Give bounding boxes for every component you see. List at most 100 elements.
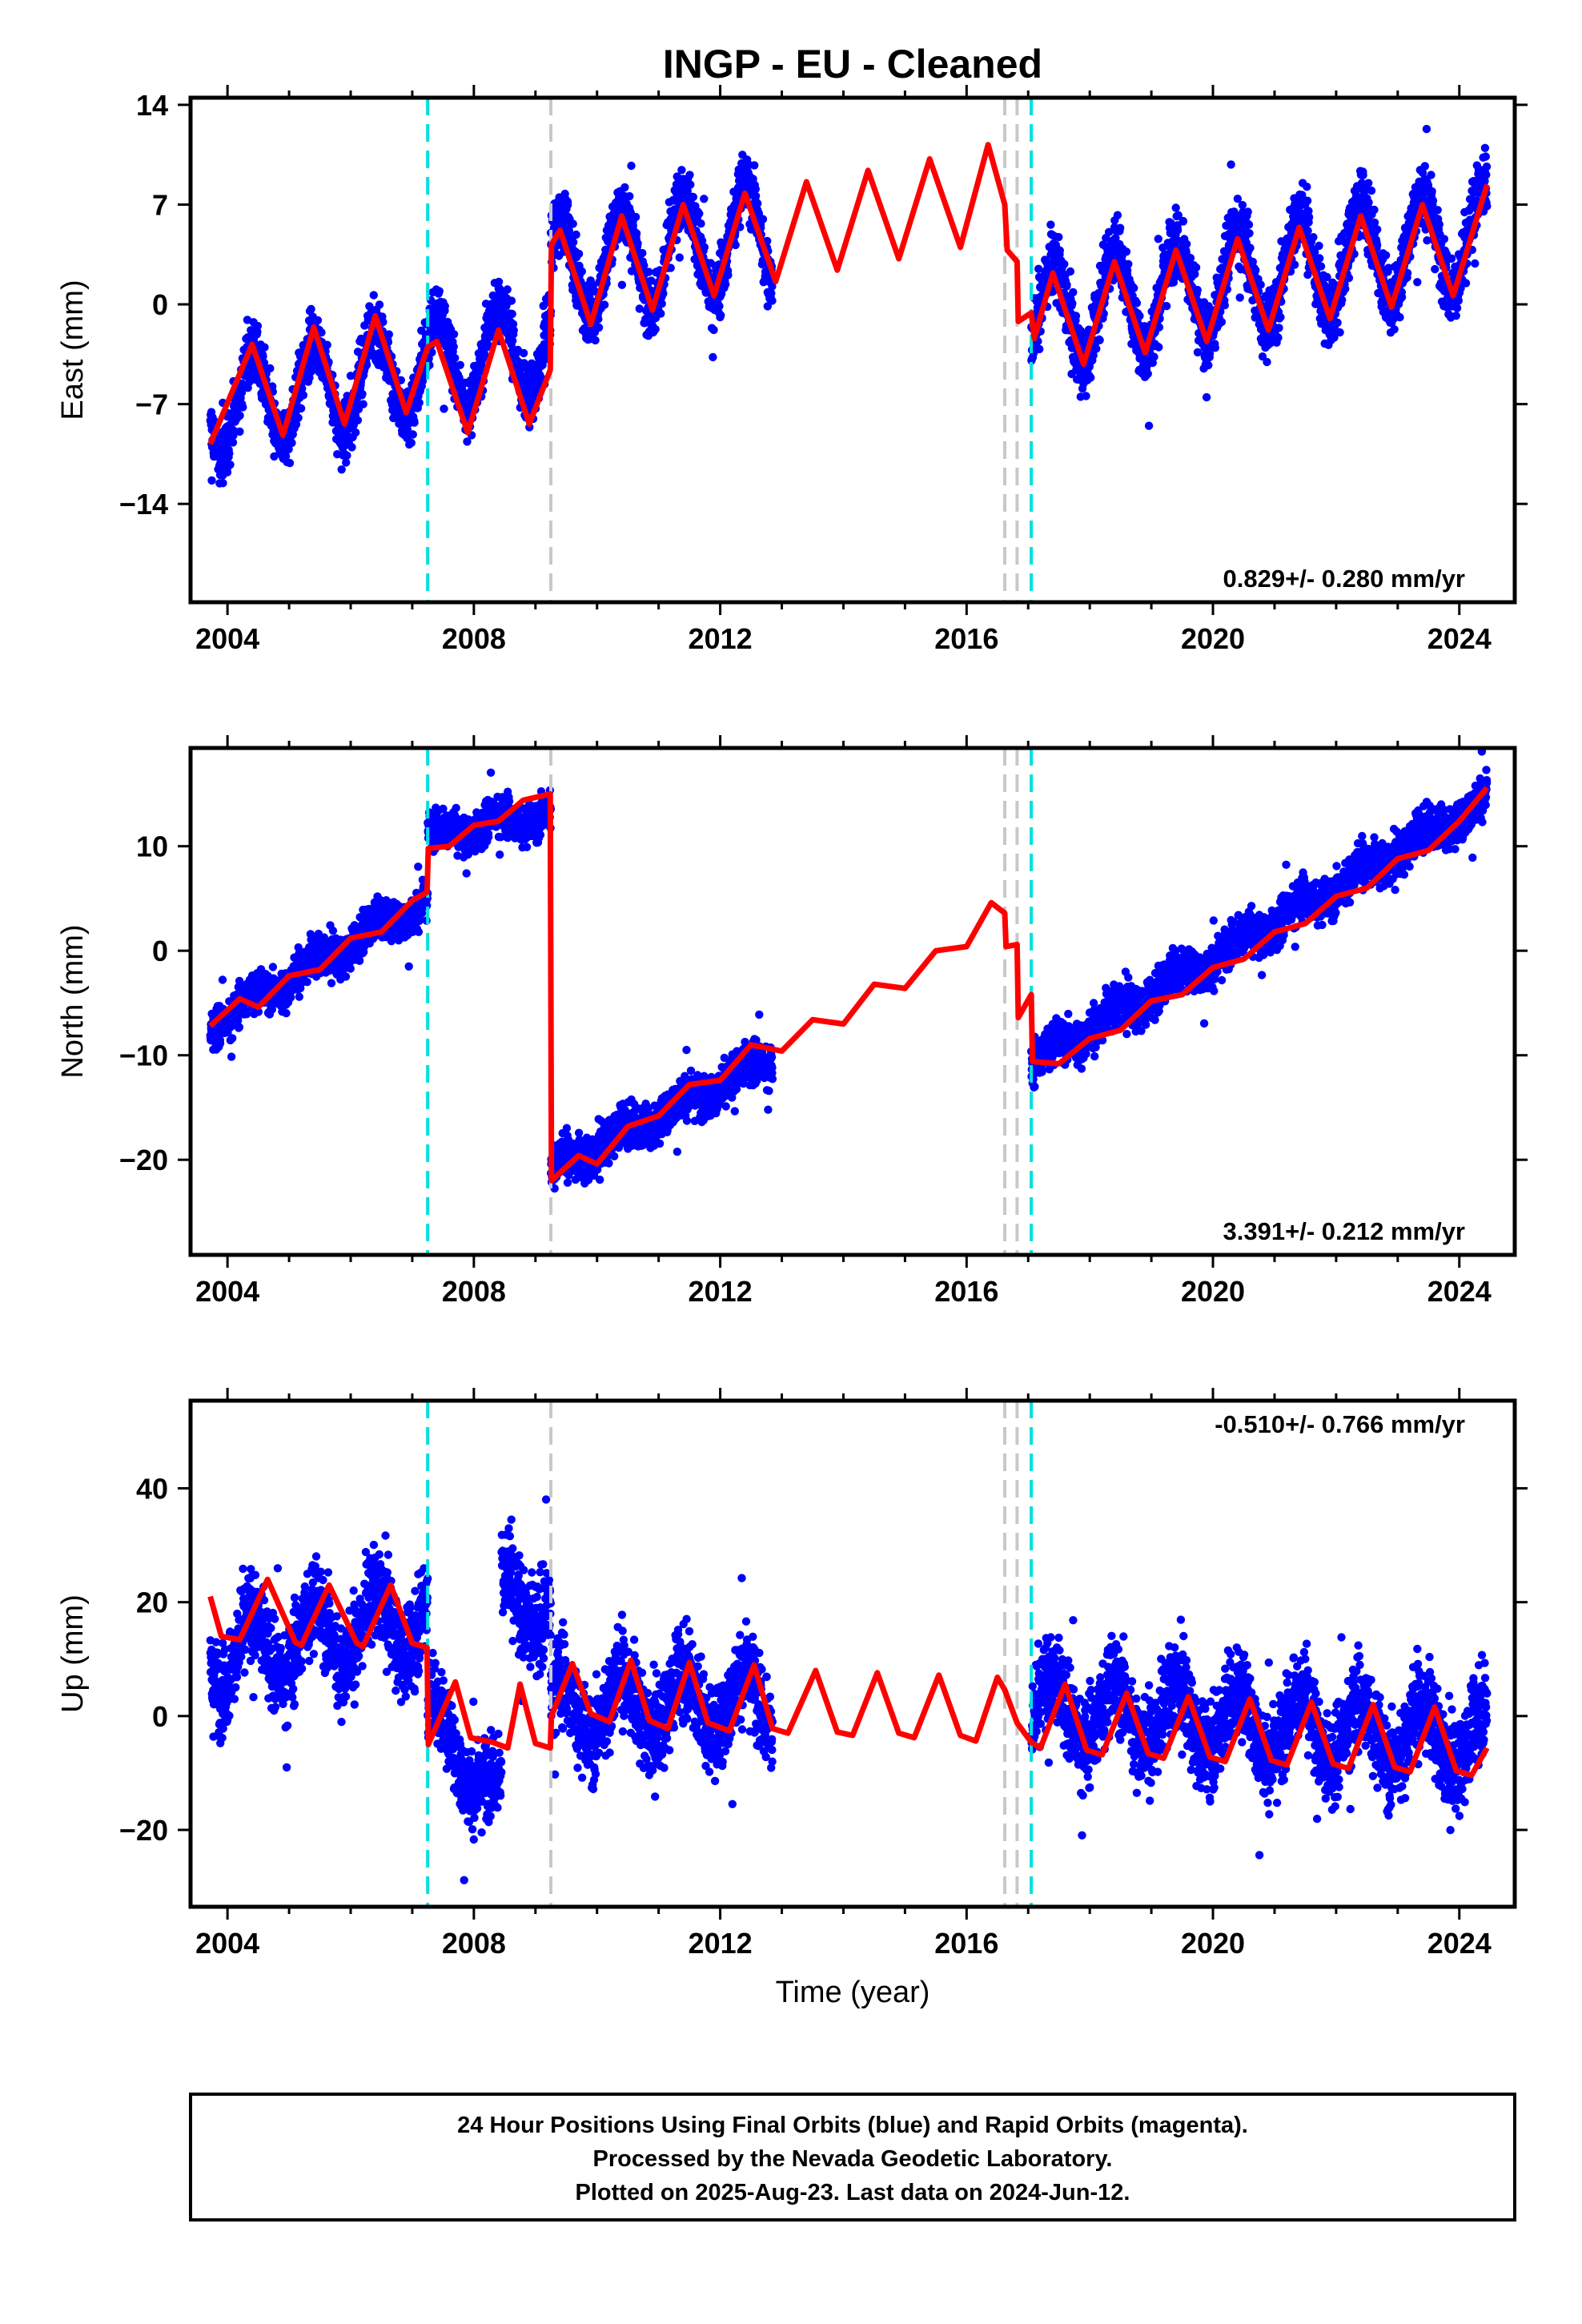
east-point <box>1186 254 1195 263</box>
east-point <box>1092 344 1101 353</box>
east-point <box>1171 203 1180 212</box>
east-point <box>298 384 307 393</box>
east-point <box>768 282 777 291</box>
east-point <box>675 253 684 262</box>
east-point <box>1359 171 1367 179</box>
east-point <box>767 289 776 298</box>
east-point <box>1290 260 1299 269</box>
east-point <box>1150 352 1158 361</box>
east-point <box>1333 318 1342 328</box>
east-point <box>600 300 609 309</box>
east-point <box>225 449 234 458</box>
east-point <box>1193 285 1202 295</box>
east-point <box>1431 264 1439 274</box>
east-point <box>1370 205 1379 215</box>
east-point <box>751 184 760 194</box>
east-point <box>1309 233 1318 242</box>
east-point <box>768 296 777 305</box>
east-point <box>1303 196 1312 205</box>
east-point <box>631 212 640 222</box>
east-point <box>717 311 725 320</box>
east-point <box>507 296 516 305</box>
east-point <box>519 348 528 358</box>
east-point <box>508 309 516 319</box>
east-point <box>577 267 586 276</box>
east-point <box>1060 259 1069 268</box>
east-point <box>697 236 707 245</box>
east-point <box>651 324 660 334</box>
east-point <box>219 479 227 488</box>
east-point <box>343 451 351 460</box>
east-point <box>1364 179 1373 187</box>
east-point <box>435 287 444 296</box>
east-point <box>463 437 472 446</box>
east-point <box>375 300 384 309</box>
east-point <box>1205 349 1215 358</box>
east-point <box>1062 280 1071 289</box>
east-point <box>715 302 724 311</box>
east-point <box>1204 302 1213 311</box>
east-point <box>1122 266 1132 275</box>
east-point <box>494 277 504 287</box>
east-point <box>1174 211 1183 219</box>
east-point <box>440 404 448 413</box>
east-point <box>709 352 717 362</box>
east-point <box>633 239 642 248</box>
east-point <box>763 302 772 311</box>
east-point <box>351 428 360 437</box>
east-point <box>1433 206 1442 215</box>
east-point <box>1034 264 1043 273</box>
east-point <box>1082 392 1090 400</box>
east-point <box>342 458 351 467</box>
east-point <box>1251 266 1260 275</box>
east-point <box>456 360 464 369</box>
east-point <box>358 389 367 399</box>
east-point <box>1154 323 1164 332</box>
east-point <box>459 388 468 397</box>
east-data-points <box>206 124 1492 488</box>
east-point <box>1095 336 1104 344</box>
east-point <box>307 304 315 314</box>
east-point <box>1035 344 1044 354</box>
east-point <box>1066 267 1075 276</box>
east-point <box>1435 220 1444 229</box>
east-point <box>1068 299 1077 308</box>
east-point <box>1154 343 1163 352</box>
east-point <box>1452 312 1460 320</box>
east-point <box>1191 270 1199 279</box>
east-point <box>1367 186 1376 195</box>
east-point <box>449 330 459 339</box>
east-point <box>1244 220 1254 229</box>
east-point <box>1420 162 1430 171</box>
east-point <box>259 358 269 368</box>
east-point <box>656 309 665 318</box>
east-point <box>1191 263 1201 272</box>
east-point <box>408 430 417 439</box>
east-point <box>1243 207 1252 216</box>
east-point <box>1413 278 1422 287</box>
east-point <box>1217 317 1227 327</box>
east-point <box>451 353 460 363</box>
east-point <box>384 330 393 339</box>
east-point <box>407 438 416 448</box>
east-point <box>346 372 355 380</box>
east-point <box>207 476 216 485</box>
east-point <box>509 326 518 335</box>
east-point <box>1046 220 1055 229</box>
east-point <box>1390 325 1399 334</box>
east-point <box>750 161 759 170</box>
east-point <box>410 418 419 427</box>
east-point <box>659 289 668 298</box>
east-point <box>1381 251 1391 259</box>
east-point <box>347 443 356 452</box>
east-point <box>1364 198 1373 207</box>
east-point <box>753 199 762 208</box>
east-point <box>1344 273 1354 283</box>
east-point <box>508 336 517 345</box>
east-point <box>294 413 303 422</box>
east-point <box>235 427 244 436</box>
east-point <box>594 315 603 324</box>
east-point <box>1104 227 1114 236</box>
east-point <box>751 191 761 200</box>
